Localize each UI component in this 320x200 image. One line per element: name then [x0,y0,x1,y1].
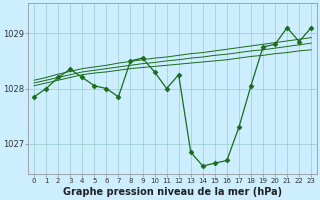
X-axis label: Graphe pression niveau de la mer (hPa): Graphe pression niveau de la mer (hPa) [63,187,282,197]
